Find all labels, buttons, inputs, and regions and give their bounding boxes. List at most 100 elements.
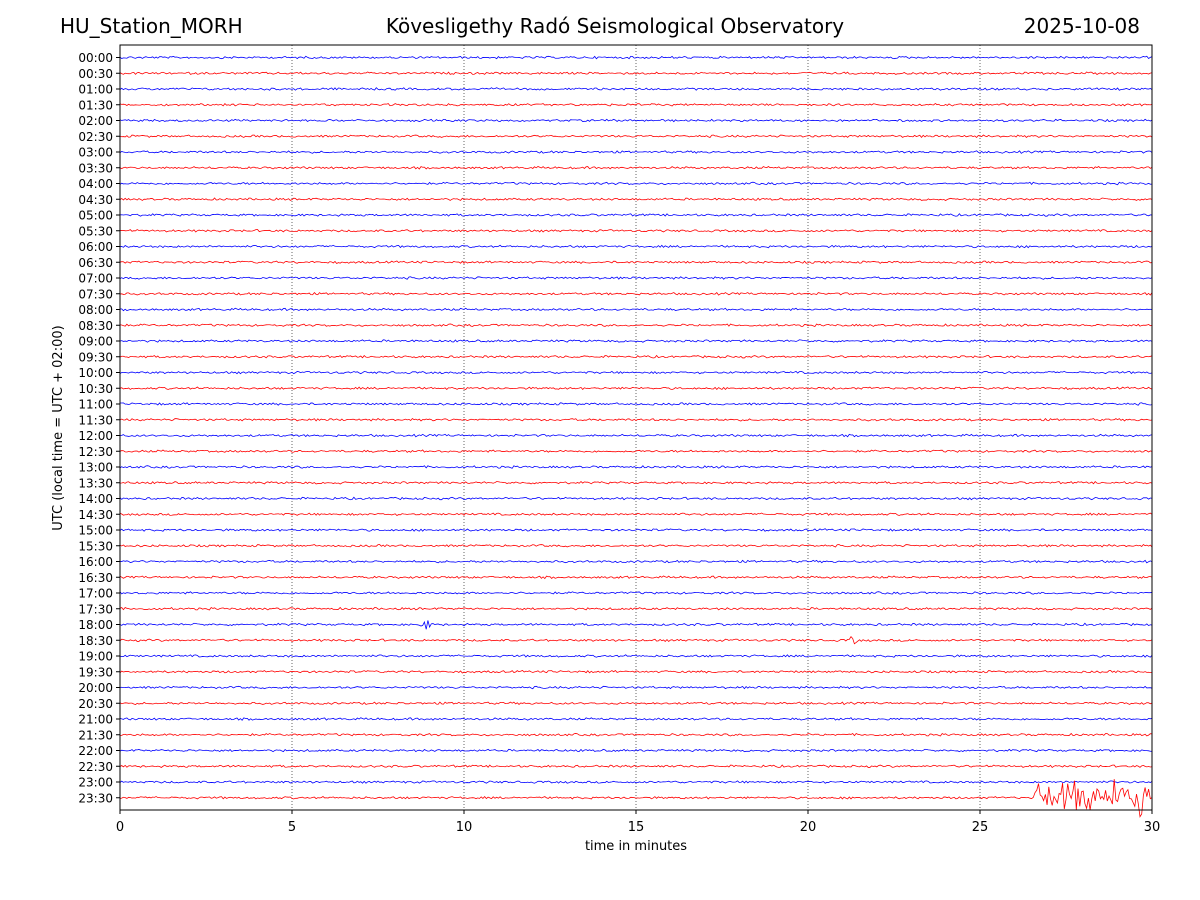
y-tick-label: 14:30: [78, 508, 113, 522]
y-tick-label: 08:00: [78, 303, 113, 317]
trace-2230: [119, 764, 1153, 768]
trace-1200: [119, 433, 1153, 438]
y-tick-label: 23:30: [78, 791, 113, 805]
y-tick-label: 09:00: [78, 335, 113, 349]
y-tick-label: 17:00: [78, 587, 113, 601]
y-tick-label: 11:00: [78, 398, 113, 412]
trace-1130: [119, 418, 1153, 422]
trace-1630: [119, 575, 1153, 580]
y-tick-label: 10:00: [78, 366, 113, 380]
y-tick-label: 00:30: [78, 67, 113, 81]
x-axis-label: time in minutes: [585, 839, 687, 854]
trace-0500: [119, 213, 1153, 217]
traces: [119, 55, 1153, 818]
y-tick-label: 15:30: [78, 539, 113, 553]
y-tick-label: 18:00: [78, 618, 113, 632]
trace-0200: [119, 118, 1153, 123]
trace-0100: [119, 87, 1153, 91]
trace-1000: [119, 370, 1153, 375]
trace-1330: [119, 480, 1153, 485]
trace-1600: [119, 559, 1153, 564]
trace-2300: [119, 780, 1153, 784]
trace-2130: [119, 732, 1153, 737]
y-tick-label: 06:00: [78, 240, 113, 254]
y-tick-label: 22:00: [78, 744, 113, 758]
y-tick-label: 02:00: [78, 114, 113, 128]
trace-0530: [119, 229, 1153, 233]
trace-0630: [119, 260, 1153, 264]
y-tick-label: 07:00: [78, 272, 113, 286]
y-tick-label: 20:30: [78, 697, 113, 711]
trace-1900: [119, 654, 1153, 658]
y-tick-label: 01:00: [78, 83, 113, 97]
y-tick-label: 14:00: [78, 492, 113, 506]
y-tick-label: 02:30: [78, 130, 113, 144]
y-tick-label: 20:00: [78, 681, 113, 695]
trace-0030: [119, 71, 1153, 76]
trace-0700: [119, 276, 1153, 280]
trace-1930: [119, 669, 1153, 674]
trace-1430: [119, 512, 1153, 516]
y-tick-label: 04:00: [78, 177, 113, 191]
trace-1300: [119, 465, 1153, 469]
x-tick-label: 5: [288, 820, 296, 835]
grid-lines: [291, 45, 981, 810]
y-tick-label: 16:00: [78, 555, 113, 569]
x-tick-label: 25: [972, 820, 989, 835]
trace-0800: [119, 307, 1153, 312]
y-tick-label: 08:30: [78, 319, 113, 333]
y-tick-label: 11:30: [78, 413, 113, 427]
y-tick-label: 12:30: [78, 445, 113, 459]
y-tick-label: 13:00: [78, 461, 113, 475]
trace-0600: [119, 244, 1153, 249]
x-axis-ticks: 0 5 10 15 20 25 30: [116, 810, 1160, 835]
y-tick-label: 21:00: [78, 713, 113, 727]
y-tick-label: 22:30: [78, 760, 113, 774]
y-tick-label: 15:00: [78, 524, 113, 538]
trace-0230: [119, 134, 1153, 139]
trace-0300: [119, 150, 1153, 154]
y-tick-label: 01:30: [78, 98, 113, 112]
y-tick-label: 07:30: [78, 287, 113, 301]
trace-2200: [119, 748, 1153, 753]
trace-1100: [119, 402, 1153, 406]
y-tick-label: 05:30: [78, 224, 113, 238]
y-tick-label: 03:00: [78, 146, 113, 160]
y-tick-label: 10:30: [78, 382, 113, 396]
y-tick-label: 00:00: [78, 51, 113, 65]
y-tick-label: 12:00: [78, 429, 113, 443]
x-tick-label: 15: [628, 820, 645, 835]
x-tick-label: 20: [800, 820, 817, 835]
x-tick-label: 30: [1144, 820, 1161, 835]
trace-1530: [119, 544, 1153, 548]
trace-0830: [119, 323, 1153, 328]
trace-1400: [119, 496, 1153, 501]
trace-0000: [119, 55, 1153, 60]
chart-title: Kövesligethy Radó Seismological Observat…: [385, 14, 845, 38]
y-tick-label: 16:30: [78, 571, 113, 585]
y-tick-label: 18:30: [78, 634, 113, 648]
y-tick-label: 09:30: [78, 350, 113, 364]
trace-2030: [119, 701, 1153, 706]
trace-2000: [119, 685, 1153, 690]
y-tick-label: 21:30: [78, 728, 113, 742]
y-tick-label: 19:00: [78, 650, 113, 664]
y-tick-label: 06:30: [78, 256, 113, 270]
trace-1230: [119, 449, 1153, 453]
trace-0400: [119, 181, 1153, 186]
y-tick-label: 19:30: [78, 665, 113, 679]
y-axis-label: UTC (local time = UTC + 02:00): [51, 325, 66, 530]
y-tick-label: 03:30: [78, 161, 113, 175]
trace-1800: [119, 620, 1153, 630]
trace-0930: [119, 354, 1153, 359]
station-name: HU_Station_MORH: [60, 14, 243, 38]
trace-0730: [119, 292, 1153, 296]
x-tick-label: 10: [456, 820, 473, 835]
trace-1700: [119, 591, 1153, 595]
trace-2330: [119, 779, 1153, 818]
y-tick-label: 05:00: [78, 209, 113, 223]
trace-1030: [119, 386, 1153, 391]
trace-1500: [119, 528, 1153, 532]
